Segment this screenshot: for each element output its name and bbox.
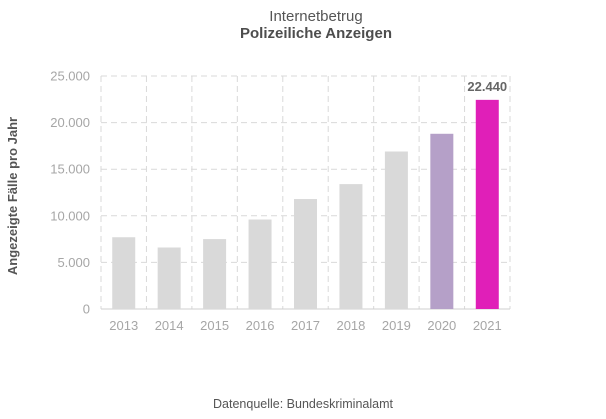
bar-2019 (384, 151, 408, 309)
y-tick-label: 0 (83, 302, 90, 317)
y-axis-label: Angezeigte Fälle pro Jahr (5, 117, 20, 275)
bars (112, 99, 499, 310)
bar-2020 (430, 133, 454, 309)
x-tick-label: 2016 (246, 318, 275, 333)
bar-2016 (248, 219, 272, 309)
bar-2015 (203, 239, 227, 309)
y-tick-label: 15.000 (50, 162, 90, 177)
x-tick-label: 2013 (109, 318, 138, 333)
chart-subtitle: Polizeiliche Anzeigen (240, 25, 392, 42)
x-tick-label: 2020 (427, 318, 456, 333)
data-label: 22.440 (467, 79, 507, 94)
x-tick-label: 2018 (336, 318, 365, 333)
y-tick-label: 25.000 (50, 69, 90, 84)
y-tick-label: 20.000 (50, 115, 90, 130)
y-tick-label: 10.000 (50, 208, 90, 223)
bar-2017 (294, 199, 317, 309)
bar-2013 (112, 237, 136, 309)
x-tick-label: 2017 (291, 318, 320, 333)
bar-2021 (475, 99, 499, 310)
tick-labels: 2013 2014 2015 2016 2017 2018 2019 2020 2021 0 5.0… (50, 69, 502, 334)
y-tick-label: 5.000 (57, 255, 90, 270)
x-tick-label: 2014 (155, 318, 184, 333)
data-labels: 22.440 (467, 79, 507, 94)
x-tick-label: 2015 (200, 318, 229, 333)
x-tick-label: 2019 (382, 318, 411, 333)
x-tick-label: 2021 (473, 318, 502, 333)
bar-2018 (339, 184, 363, 309)
data-source: Datenquelle: Bundeskriminalamt (213, 397, 393, 411)
chart-title: Internetbetrug (269, 8, 362, 25)
bar-2014 (157, 247, 181, 309)
